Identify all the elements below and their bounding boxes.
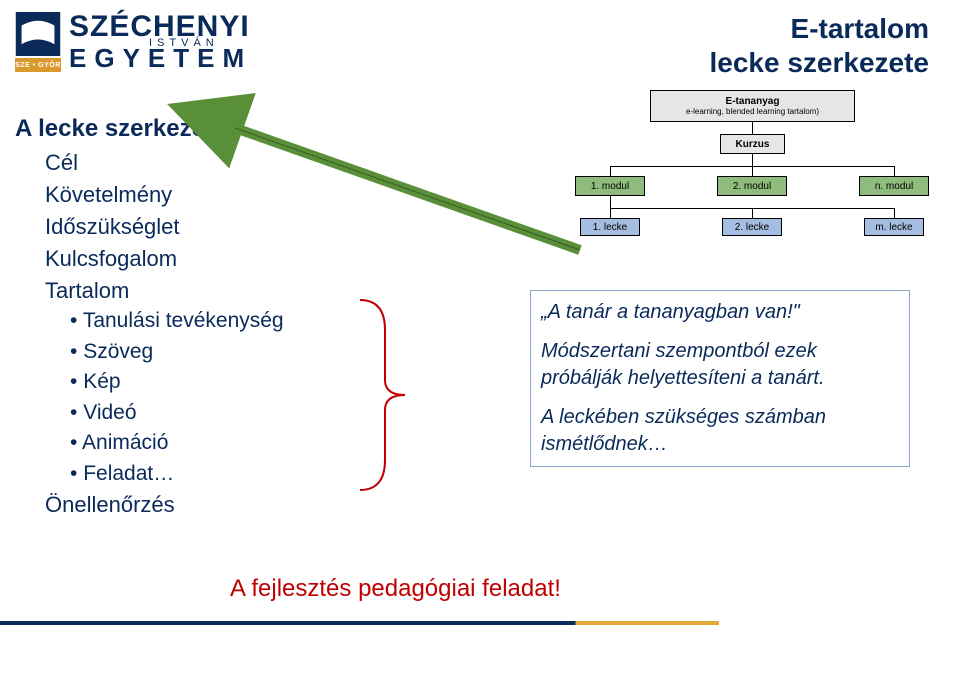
module-label: 2. modul xyxy=(733,181,771,192)
logo-mark: SZE • GYŐR xyxy=(15,12,61,72)
module-label: 1. modul xyxy=(591,181,629,192)
root-sub: e-learning, blended learning tartalom) xyxy=(686,107,819,116)
content-bullets: Tanulási tevékenység Szöveg Kép Videó An… xyxy=(70,306,315,489)
expl-line1: „A tanár a tananyagban van!" xyxy=(541,299,899,326)
expl-line2: Módszertani szempontból ezek próbálják h… xyxy=(541,338,899,392)
list-item: Kulcsfogalom xyxy=(45,243,315,275)
list-item: Önellenőrzés xyxy=(45,489,315,521)
bullet-item: Feladat… xyxy=(70,459,315,489)
logo-line3: EGYETEM xyxy=(69,45,252,71)
node-module: 1. modul xyxy=(575,176,645,196)
footer-text: A fejlesztés pedagógiai feladat! xyxy=(230,575,561,603)
lesson-label: m. lecke xyxy=(875,222,912,233)
logo-badge: SZE • GYŐR xyxy=(15,58,61,72)
list-item: Tartalom xyxy=(45,275,315,307)
node-module: 2. modul xyxy=(717,176,787,196)
course-label: Kurzus xyxy=(736,139,770,150)
university-logo: SZE • GYŐR SZÉCHENYI ISTVÁN EGYETEM xyxy=(15,12,252,72)
bullet-item: Animáció xyxy=(70,428,315,458)
list-item: Cél xyxy=(45,147,315,179)
node-lesson: 1. lecke xyxy=(580,218,640,236)
node-lesson: m. lecke xyxy=(864,218,924,236)
bullet-item: Videó xyxy=(70,398,315,428)
root-title: E-tananyag xyxy=(726,96,780,107)
module-label: n. modul xyxy=(875,181,913,192)
explanation-box: „A tanár a tananyagban van!" Módszertani… xyxy=(530,290,910,467)
topic-line2: lecke szerkezete xyxy=(709,46,929,80)
list-title: A lecke szerkezete: xyxy=(15,115,315,143)
node-module: n. modul xyxy=(859,176,929,196)
node-lesson: 2. lecke xyxy=(722,218,782,236)
node-course: Kurzus xyxy=(720,134,785,154)
topic-line1: E-tartalom xyxy=(709,12,929,46)
node-root: E-tananyag e-learning, blended learning … xyxy=(650,90,855,122)
footer-bar xyxy=(0,621,959,625)
logo-text: SZÉCHENYI ISTVÁN EGYETEM xyxy=(69,12,252,71)
slide: SZE • GYŐR SZÉCHENYI ISTVÁN EGYETEM E-ta… xyxy=(0,0,959,675)
bullet-item: Kép xyxy=(70,367,315,397)
slide-topic: E-tartalom lecke szerkezete xyxy=(709,12,929,79)
course-hierarchy-diagram: E-tananyag e-learning, blended learning … xyxy=(570,90,940,260)
list-item: Időszükséglet xyxy=(45,211,315,243)
lesson-label: 2. lecke xyxy=(735,222,769,233)
expl-line3: A leckében szükséges számban ismétlődnek… xyxy=(541,404,899,458)
bullet-item: Tanulási tevékenység xyxy=(70,306,315,336)
bullet-item: Szöveg xyxy=(70,337,315,367)
lesson-structure-list: A lecke szerkezete: Cél Követelmény Idős… xyxy=(15,115,315,521)
list-item: Követelmény xyxy=(45,179,315,211)
lesson-label: 1. lecke xyxy=(593,222,627,233)
logo-book-icon xyxy=(15,12,61,56)
